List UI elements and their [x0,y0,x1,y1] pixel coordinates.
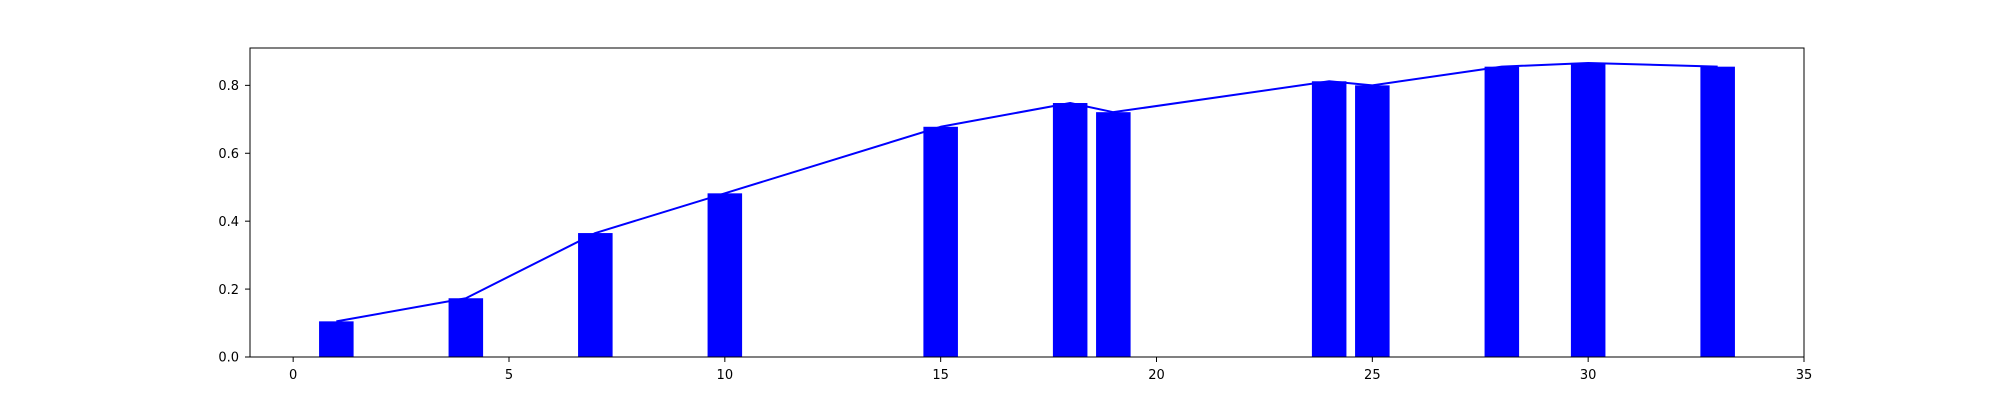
y-tick-label-2: 0.4 [218,215,239,230]
axes-frame [249,47,1805,358]
bar-7 [1311,81,1347,358]
ticks-layer: 0 5 10 15 20 25 30 35 0.0 0.2 0.4 0.6 0.8 [218,79,1812,383]
bar-8 [1355,85,1390,357]
x-tick-label-0: 0 [289,368,297,383]
bar-9 [1484,66,1520,357]
y-tick-label-0: 0.0 [218,351,239,366]
y-tick-label-3: 0.6 [218,147,239,162]
x-tick-label-7: 35 [1796,368,1813,383]
bar-5 [1052,103,1088,357]
x-tick-label-2: 10 [717,368,734,383]
line-layer [336,61,1718,323]
bar-0 [319,321,354,357]
y-tick-label-1: 0.2 [218,283,239,298]
x-tick-label-5: 25 [1364,368,1381,383]
bar-4 [923,126,958,358]
y-tick-label-4: 0.8 [218,79,239,94]
x-tick-label-6: 30 [1580,368,1597,383]
bars-layer [319,62,1735,358]
bar-3 [707,193,743,357]
bar-2 [578,233,613,357]
x-tick-label-3: 15 [932,368,949,383]
bar-11 [1700,66,1735,357]
bar-1 [448,298,484,357]
bar-6 [1096,112,1131,357]
bar-10 [1570,62,1606,357]
series-line [336,61,1718,323]
axes-layer [249,47,1805,358]
x-tick-label-4: 20 [1148,368,1165,383]
x-tick-label-1: 5 [505,368,513,383]
